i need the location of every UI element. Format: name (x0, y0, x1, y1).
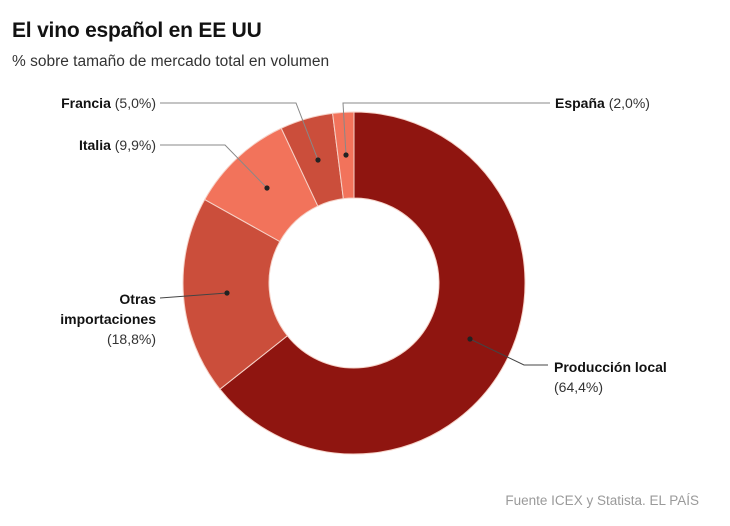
label-otras-importaciones-value: (18,8%) (106, 331, 156, 347)
label-espana-value: (2,0%) (608, 95, 650, 111)
label-francia-name: Francia (61, 95, 111, 111)
label-francia-value: (5,0%) (114, 95, 156, 111)
leader-dot-italia (264, 185, 270, 191)
leader-line-produccion-local (469, 338, 548, 366)
leader-line-otras-importaciones (159, 292, 228, 299)
label-espana: España (2,0%) (555, 94, 650, 113)
leader-line-italia (160, 144, 268, 189)
label-produccion-local: Producción local (64,4%) (554, 357, 667, 397)
donut-slices (182, 111, 526, 455)
label-otras-importaciones: Otras importaciones (18,8%) (60, 289, 156, 349)
leader-line-espana (342, 102, 550, 156)
leader-dot-espana (343, 152, 349, 158)
leader-dot-produccion-local (467, 336, 473, 342)
leader-line-francia (160, 102, 319, 161)
leader-lines (159, 102, 550, 366)
label-italia: Italia (9,9%) (79, 136, 156, 155)
label-otras-importaciones-name-line2: importaciones (60, 311, 156, 327)
slice-produccion-local (219, 111, 526, 455)
label-produccion-local-value: (64,4%) (554, 379, 604, 395)
leader-dot-francia (315, 157, 321, 163)
label-italia-value: (9,9%) (114, 137, 156, 153)
chart-title: El vino español en EE UU (12, 19, 262, 42)
slice-espana (332, 111, 355, 200)
label-otras-importaciones-name-line1: Otras (119, 291, 156, 307)
label-francia: Francia (5,0%) (61, 94, 156, 113)
chart-subtitle: % sobre tamaño de mercado total en volum… (12, 53, 330, 70)
source-note: Fuente ICEX y Statista. EL PAÍS (505, 493, 699, 508)
label-italia-name: Italia (78, 137, 111, 153)
label-produccion-local-name: Producción local (554, 359, 667, 375)
leader-dot-otras-importaciones (224, 290, 230, 296)
label-espana-name: España (555, 95, 605, 111)
slice-otras-importaciones (182, 198, 289, 390)
